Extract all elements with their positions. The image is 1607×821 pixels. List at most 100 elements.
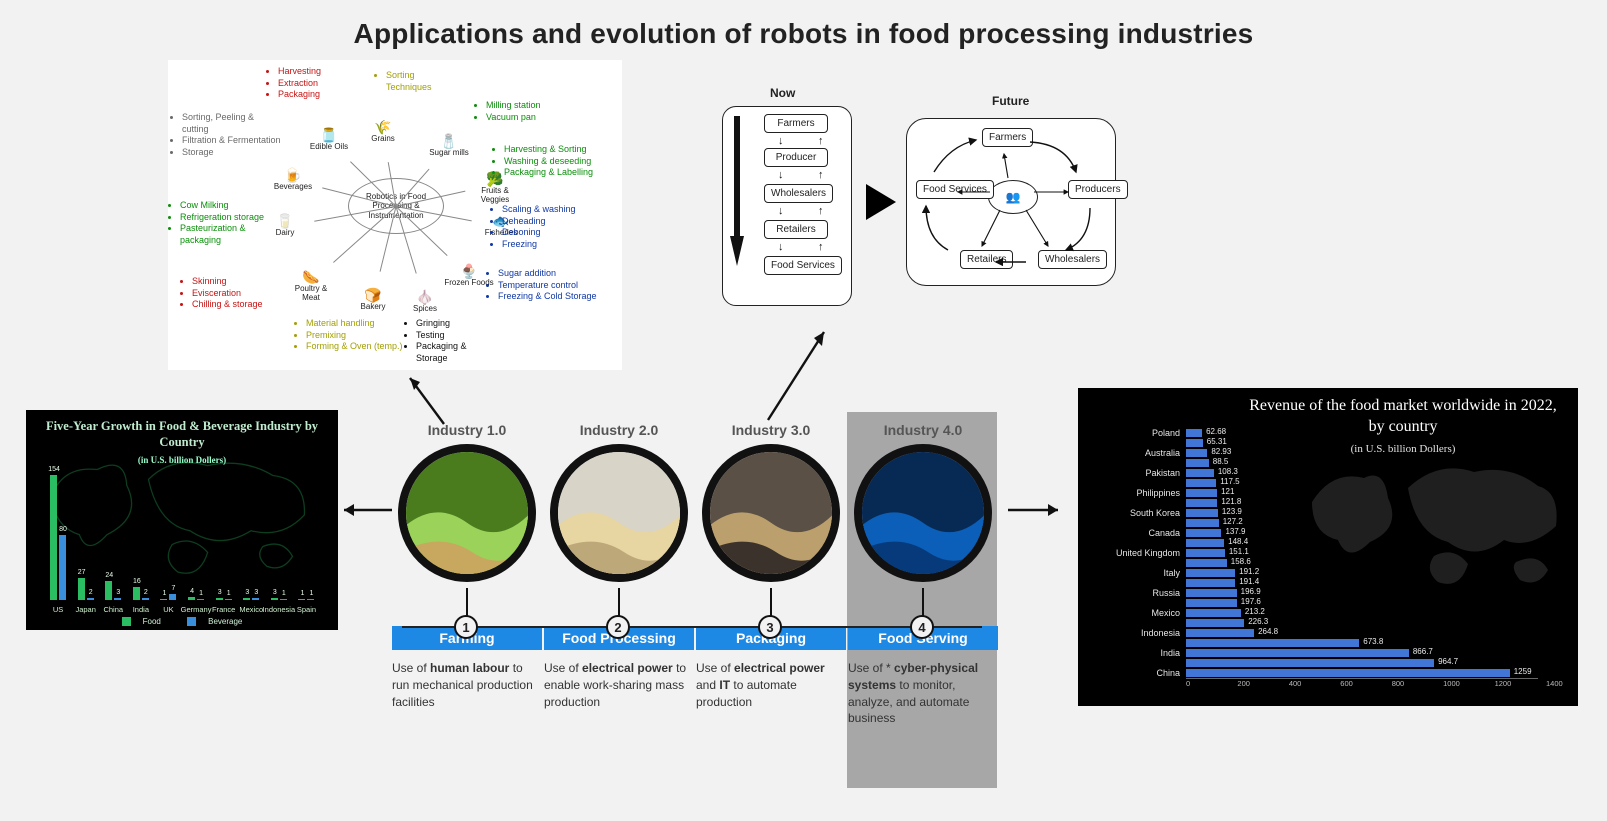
revenue-bar xyxy=(1186,509,1218,517)
cloud-link-arrow-icon xyxy=(670,80,1130,320)
growth-bar xyxy=(105,581,112,601)
stage-number-node: 1 xyxy=(454,615,478,639)
revenue-x-tick: 400 xyxy=(1289,679,1302,688)
revenue-bar xyxy=(1186,469,1214,477)
revenue-country-label: Indonesia xyxy=(1082,628,1180,638)
growth-bar-value: 3 xyxy=(273,589,277,596)
growth-x-label: China xyxy=(103,605,123,614)
growth-bar-value: 24 xyxy=(105,572,113,579)
timeline-stage-2: Industry 2.0Food ProcessingUse of electr… xyxy=(544,422,694,710)
revenue-bar xyxy=(1186,489,1217,497)
stage-connector xyxy=(770,588,772,616)
arrow-to-supplychain-icon xyxy=(760,324,840,424)
growth-bar-value: 1 xyxy=(199,590,203,597)
mindmap-item-group: Sugar additionTemperature controlFreezin… xyxy=(488,268,618,303)
growth-bar-value: 27 xyxy=(78,569,86,576)
revenue-bar xyxy=(1186,569,1235,577)
timeline-stage-4: Industry 4.0Food ServingUse of * cyber-p… xyxy=(848,422,998,727)
revenue-panel: Revenue of the food market worldwide in … xyxy=(1078,388,1578,706)
stage-image-icon xyxy=(862,452,984,574)
mindmap-item-group: Milling stationVacuum pan xyxy=(476,100,596,123)
growth-bar-value: 1 xyxy=(163,590,167,597)
timeline-stage-1: Industry 1.0FarmingUse of human labour t… xyxy=(392,422,542,710)
revenue-bar-value: 123.9 xyxy=(1222,507,1242,516)
revenue-bar xyxy=(1186,619,1244,627)
growth-bar xyxy=(87,598,94,600)
revenue-bar-value: 191.4 xyxy=(1239,577,1259,586)
growth-bar-value: 7 xyxy=(172,585,176,592)
growth-legend: Food Beverage xyxy=(26,617,338,626)
stage-connector xyxy=(466,588,468,616)
stage-description: Use of electrical power and IT to automa… xyxy=(696,660,846,710)
revenue-country-label: Russia xyxy=(1082,588,1180,598)
growth-bar xyxy=(188,597,195,600)
growth-x-label: UK xyxy=(163,605,173,614)
mindmap-node-spices: 🧄Spices xyxy=(400,290,450,313)
revenue-bar xyxy=(1186,499,1217,507)
revenue-bar-value: 88.5 xyxy=(1213,457,1229,466)
growth-x-label: Japan xyxy=(75,605,95,614)
growth-bar-value: 3 xyxy=(254,589,258,596)
growth-bar xyxy=(59,535,66,600)
revenue-bar xyxy=(1186,669,1510,677)
growth-bar-value: 154 xyxy=(48,466,60,473)
stage-number-node: 3 xyxy=(758,615,782,639)
revenue-bar-value: 213.2 xyxy=(1245,607,1265,616)
revenue-bar-value: 158.6 xyxy=(1231,557,1251,566)
mindmap-node-oils: 🫙Edible Oils xyxy=(304,128,354,151)
growth-bar xyxy=(133,587,140,600)
revenue-bar-value: 137.9 xyxy=(1225,527,1245,536)
stage-image-icon xyxy=(558,452,680,574)
revenue-country-label: India xyxy=(1082,648,1180,658)
revenue-bar-value: 121 xyxy=(1221,487,1234,496)
growth-bar-value: 80 xyxy=(59,526,67,533)
mindmap-item-group: Sorting Techniques xyxy=(376,70,462,93)
growth-bar-value: 1 xyxy=(301,590,305,597)
growth-x-label: Germany xyxy=(181,605,212,614)
era-label: Industry 3.0 xyxy=(696,422,846,438)
stage-description: Use of human labour to run mechanical pr… xyxy=(392,660,542,710)
mindmap-item-group: Harvesting & SortingWashing & deseedingP… xyxy=(494,144,626,179)
timeline-stage-3: Industry 3.0PackagingUse of electrical p… xyxy=(696,422,846,710)
revenue-bar-value: 673.8 xyxy=(1363,637,1383,646)
revenue-country-label: Canada xyxy=(1082,528,1180,538)
arrow-to-growth-icon xyxy=(336,500,396,520)
era-label: Industry 4.0 xyxy=(848,422,998,438)
mindmap-item-group: Cow MilkingRefrigeration storagePasteuri… xyxy=(170,200,280,247)
mindmap-item-group: SkinningEviscerationChilling & storage xyxy=(182,276,282,311)
growth-bar xyxy=(78,578,85,600)
revenue-bar xyxy=(1186,559,1227,567)
revenue-bar-value: 148.4 xyxy=(1228,537,1248,546)
growth-panel: Five-Year Growth in Food & Beverage Indu… xyxy=(26,410,338,630)
stage-number-node: 2 xyxy=(606,615,630,639)
revenue-bar xyxy=(1186,609,1241,617)
revenue-bar xyxy=(1186,439,1203,447)
revenue-bar-value: 264.8 xyxy=(1258,627,1278,636)
growth-x-label: US xyxy=(53,605,63,614)
revenue-x-tick: 1400 xyxy=(1546,679,1563,688)
growth-bar-value: 3 xyxy=(218,589,222,596)
revenue-bar xyxy=(1186,599,1237,607)
growth-bar xyxy=(252,598,259,600)
mindmap-node-sugar: 🧂Sugar mills xyxy=(424,134,474,157)
revenue-x-tick: 0 xyxy=(1186,679,1190,688)
growth-bar-value: 2 xyxy=(144,589,148,596)
growth-bar xyxy=(160,599,167,600)
growth-bar xyxy=(50,475,57,600)
revenue-country-label: Italy xyxy=(1082,568,1180,578)
growth-x-label: India xyxy=(133,605,149,614)
growth-bar-value: 16 xyxy=(133,578,141,585)
revenue-bar xyxy=(1186,529,1221,537)
revenue-x-tick: 1200 xyxy=(1495,679,1512,688)
growth-bar xyxy=(271,598,278,600)
stage-description: Use of * cyber-physical systems to monit… xyxy=(848,660,998,727)
stage-connector xyxy=(618,588,620,616)
revenue-bar-value: 151.1 xyxy=(1229,547,1249,556)
revenue-bar-value: 866.7 xyxy=(1413,647,1433,656)
growth-bar-value: 4 xyxy=(190,588,194,595)
revenue-bar xyxy=(1186,519,1219,527)
revenue-bar-value: 226.3 xyxy=(1248,617,1268,626)
stage-circle xyxy=(398,444,536,582)
revenue-bar xyxy=(1186,659,1434,667)
stage-circle xyxy=(854,444,992,582)
